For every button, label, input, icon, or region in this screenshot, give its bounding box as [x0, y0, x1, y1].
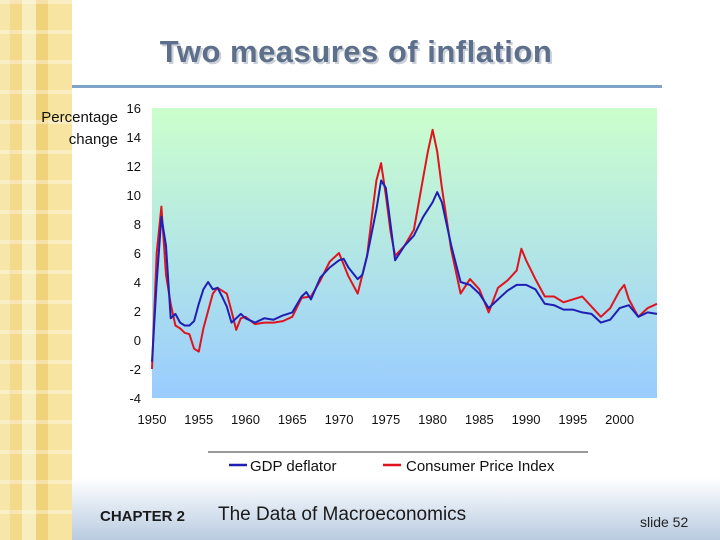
- y-axis-label-line-1: Percentage: [41, 109, 118, 126]
- subject-label: The Data of Macroeconomics: [218, 504, 467, 525]
- x-tick-label: 1970: [325, 412, 354, 427]
- title-underline: [72, 85, 662, 88]
- y-tick-label: 4: [134, 275, 141, 290]
- x-axis-ticks: 1950 1955 1960 1965 1970 1975 1980 1985 1990 1995…: [138, 412, 635, 427]
- series-line-cpi: [151, 128, 658, 370]
- slide-title: Two measures of inflation: [159, 34, 553, 69]
- legend-label: Consumer Price Index: [406, 458, 555, 475]
- x-tick-label: 1960: [231, 412, 260, 427]
- y-tick-label: -2: [129, 362, 141, 377]
- y-tick-label: -4: [129, 391, 141, 406]
- x-tick-label: 1980: [418, 412, 447, 427]
- y-tick-label: 16: [127, 101, 141, 116]
- footer-band: [72, 478, 720, 540]
- chapter-label: CHAPTER 2: [100, 508, 186, 525]
- y-tick-label: 2: [134, 304, 141, 319]
- series-line-gdp-deflator: [151, 179, 658, 362]
- plot-area: [152, 108, 657, 398]
- x-tick-label: 2000: [605, 412, 634, 427]
- x-tick-label: 1950: [138, 412, 167, 427]
- x-tick-label: 1955: [184, 412, 213, 427]
- y-tick-label: 10: [127, 188, 141, 203]
- legend-label: GDP deflator: [250, 458, 336, 475]
- y-tick-label: 12: [127, 159, 141, 174]
- y-tick-label: 0: [134, 333, 141, 348]
- y-tick-label: 8: [134, 217, 141, 232]
- y-axis-ticks: -4 -2 0 2 4 6 8 10 12 14 16: [127, 101, 141, 406]
- x-tick-label: 1965: [278, 412, 307, 427]
- legend: GDP deflator Consumer Price Index: [208, 451, 588, 475]
- y-axis-label: Percentage change: [28, 107, 118, 151]
- series-layer: [151, 128, 658, 370]
- x-tick-label: 1990: [512, 412, 541, 427]
- x-tick-label: 1995: [558, 412, 587, 427]
- left-decorative-stripes: [0, 0, 72, 540]
- y-axis-label-line-2: change: [68, 131, 118, 148]
- y-tick-label: 14: [127, 130, 141, 145]
- x-tick-label: 1985: [465, 412, 494, 427]
- x-tick-label: 1975: [371, 412, 400, 427]
- slide-number: slide 52: [640, 514, 689, 530]
- y-tick-label: 6: [134, 246, 141, 261]
